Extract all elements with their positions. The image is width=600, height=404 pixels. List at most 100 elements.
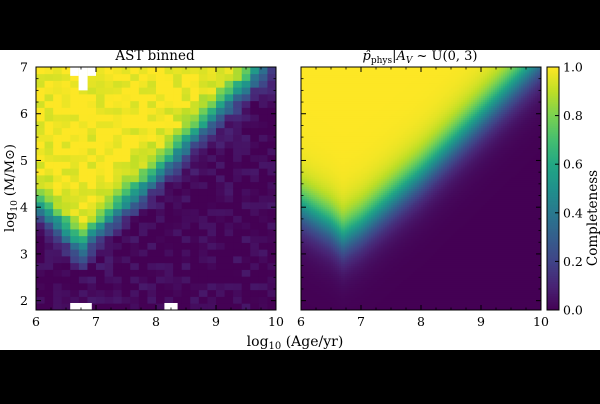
heatmap-bin <box>182 290 191 297</box>
heatmap-bin <box>165 256 174 263</box>
heatmap-bin <box>87 263 96 270</box>
heatmap-bin <box>113 101 122 108</box>
heatmap-bin <box>113 74 122 81</box>
heatmap-bin <box>250 81 259 88</box>
heatmap-bin <box>165 87 174 94</box>
heatmap-bin <box>105 209 114 216</box>
heatmap-bin <box>87 141 96 148</box>
heatmap-bin <box>156 108 165 115</box>
x-tick-label: 9 <box>212 314 220 329</box>
heatmap-bin <box>79 94 88 101</box>
heatmap-bin <box>62 135 71 142</box>
heatmap-bin <box>267 263 276 270</box>
heatmap-bin <box>87 121 96 128</box>
heatmap-bin <box>122 209 131 216</box>
heatmap-bin <box>105 74 114 81</box>
heatmap-bin <box>259 182 268 189</box>
heatmap-bin <box>259 67 268 74</box>
heatmap-bin <box>130 263 139 270</box>
heatmap-bin <box>173 94 182 101</box>
heatmap-bin <box>199 256 208 263</box>
heatmap-bin <box>259 74 268 81</box>
heatmap-bin <box>190 155 199 162</box>
heatmap-bin <box>156 256 165 263</box>
heatmap-bin <box>173 175 182 182</box>
heatmap-bin <box>190 74 199 81</box>
heatmap-bin <box>173 283 182 290</box>
heatmap-bin <box>207 222 216 229</box>
heatmap-bin <box>122 297 131 304</box>
heatmap-bin <box>250 229 259 236</box>
heatmap-bin <box>267 128 276 135</box>
heatmap-bin <box>130 182 139 189</box>
heatmap-bin <box>182 249 191 256</box>
heatmap-bin <box>250 297 259 304</box>
heatmap-bin <box>242 155 251 162</box>
heatmap-bin <box>233 290 242 297</box>
heatmap-bin <box>139 101 148 108</box>
heatmap-bin <box>267 182 276 189</box>
heatmap-bin <box>122 222 131 229</box>
heatmap-bin <box>225 263 234 270</box>
heatmap-bin <box>190 108 199 115</box>
heatmap-bin <box>207 263 216 270</box>
heatmap-bin <box>207 256 216 263</box>
heatmap-bin <box>113 168 122 175</box>
heatmap-bin <box>79 209 88 216</box>
heatmap-bin <box>53 101 62 108</box>
heatmap-bin <box>225 135 234 142</box>
heatmap-bin <box>96 74 105 81</box>
heatmap-bin <box>62 229 71 236</box>
heatmap-bin <box>122 283 131 290</box>
heatmap-bin <box>122 148 131 155</box>
heatmap-bin <box>165 175 174 182</box>
heatmap-bin <box>165 189 174 196</box>
heatmap-bin <box>267 121 276 128</box>
heatmap-bin <box>259 175 268 182</box>
heatmap-bin <box>182 87 191 94</box>
heatmap-bin <box>207 128 216 135</box>
heatmap-bin <box>233 209 242 216</box>
heatmap-bin <box>45 148 54 155</box>
heatmap-bin <box>147 155 156 162</box>
heatmap-bin <box>79 141 88 148</box>
heatmap-bin <box>79 236 88 243</box>
heatmap-bin <box>199 74 208 81</box>
heatmap-bin <box>147 175 156 182</box>
heatmap-bin <box>147 290 156 297</box>
heatmap-bin <box>70 283 79 290</box>
heatmap-bin <box>139 175 148 182</box>
heatmap-bin <box>199 101 208 108</box>
heatmap-bin <box>147 87 156 94</box>
heatmap-bin <box>62 195 71 202</box>
heatmap-bin <box>267 114 276 121</box>
heatmap-bin <box>199 81 208 88</box>
heatmap-bin <box>182 155 191 162</box>
heatmap-bin <box>70 222 79 229</box>
y-tick-label: 5 <box>20 153 28 168</box>
heatmap-bin <box>87 182 96 189</box>
heatmap-bin <box>96 101 105 108</box>
heatmap-bin <box>113 216 122 223</box>
heatmap-bin <box>53 67 62 74</box>
empty-bin <box>70 67 78 76</box>
heatmap-bin <box>113 222 122 229</box>
heatmap-bin <box>156 74 165 81</box>
heatmap-bin <box>225 290 234 297</box>
heatmap-bin <box>216 222 225 229</box>
heatmap-bin <box>79 195 88 202</box>
heatmap-bin <box>190 114 199 121</box>
heatmap-bin <box>45 297 54 304</box>
heatmap-bin <box>216 249 225 256</box>
heatmap-bin <box>79 256 88 263</box>
heatmap-bin <box>53 297 62 304</box>
heatmap-bin <box>156 229 165 236</box>
heatmap-bin <box>182 168 191 175</box>
heatmap-bin <box>207 141 216 148</box>
heatmap-bin <box>267 189 276 196</box>
heatmap-bin <box>96 229 105 236</box>
heatmap-bin <box>139 270 148 277</box>
heatmap-bin <box>165 74 174 81</box>
heatmap-bin <box>156 182 165 189</box>
heatmap-bin <box>96 256 105 263</box>
